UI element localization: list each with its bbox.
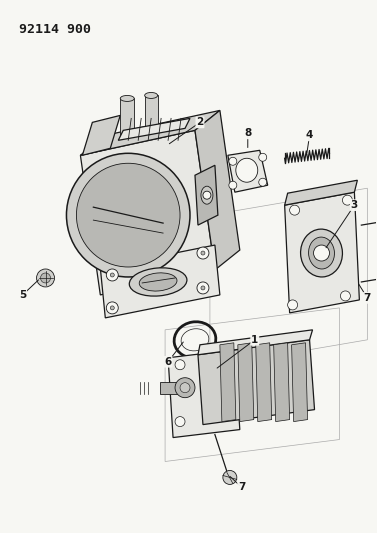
Circle shape [106,269,118,281]
Circle shape [106,302,118,314]
Bar [145,95,158,131]
Polygon shape [198,340,314,425]
Polygon shape [292,343,308,422]
Polygon shape [80,131,215,295]
Circle shape [66,154,190,277]
Circle shape [314,245,329,261]
Ellipse shape [139,273,177,291]
Text: 1: 1 [251,335,258,345]
Circle shape [175,378,195,398]
Text: 8: 8 [244,128,251,139]
Polygon shape [83,116,120,155]
Circle shape [223,471,237,484]
Circle shape [180,383,190,393]
Circle shape [175,360,185,370]
Polygon shape [256,343,272,422]
Circle shape [259,178,267,186]
Circle shape [175,417,185,426]
Polygon shape [80,110,220,155]
Polygon shape [274,343,290,422]
Circle shape [77,163,180,267]
Text: 4: 4 [306,131,313,140]
Circle shape [37,269,55,287]
Text: 2: 2 [196,117,204,127]
Circle shape [197,247,209,259]
Text: 7: 7 [238,482,245,492]
Polygon shape [195,165,218,225]
Circle shape [197,282,209,294]
Ellipse shape [236,158,258,182]
Polygon shape [168,350,240,438]
Ellipse shape [129,268,187,296]
Ellipse shape [300,229,342,277]
Bar [120,99,134,136]
Ellipse shape [201,186,213,204]
Circle shape [229,157,237,165]
Text: 92114 900: 92114 900 [18,22,90,36]
Circle shape [41,273,51,283]
Polygon shape [220,343,236,422]
Polygon shape [198,330,313,355]
Circle shape [340,291,350,301]
Polygon shape [195,110,240,270]
Circle shape [220,410,230,419]
Circle shape [259,154,267,161]
Circle shape [288,300,297,310]
Polygon shape [228,150,268,192]
Polygon shape [118,118,190,140]
Ellipse shape [308,237,334,269]
Circle shape [290,205,300,215]
Circle shape [201,251,205,255]
Text: 6: 6 [164,357,172,367]
Ellipse shape [145,92,158,99]
Polygon shape [285,192,359,313]
Circle shape [342,195,352,205]
Circle shape [110,273,114,277]
Circle shape [110,306,114,310]
Circle shape [203,191,211,199]
Text: 3: 3 [351,200,358,210]
Polygon shape [238,343,254,422]
Circle shape [229,181,237,189]
Text: 5: 5 [19,290,26,300]
Circle shape [220,353,230,363]
Bar [160,382,185,394]
Text: 7: 7 [364,293,371,303]
Circle shape [201,286,205,290]
Ellipse shape [120,95,134,101]
Polygon shape [285,180,357,205]
Polygon shape [100,245,220,318]
